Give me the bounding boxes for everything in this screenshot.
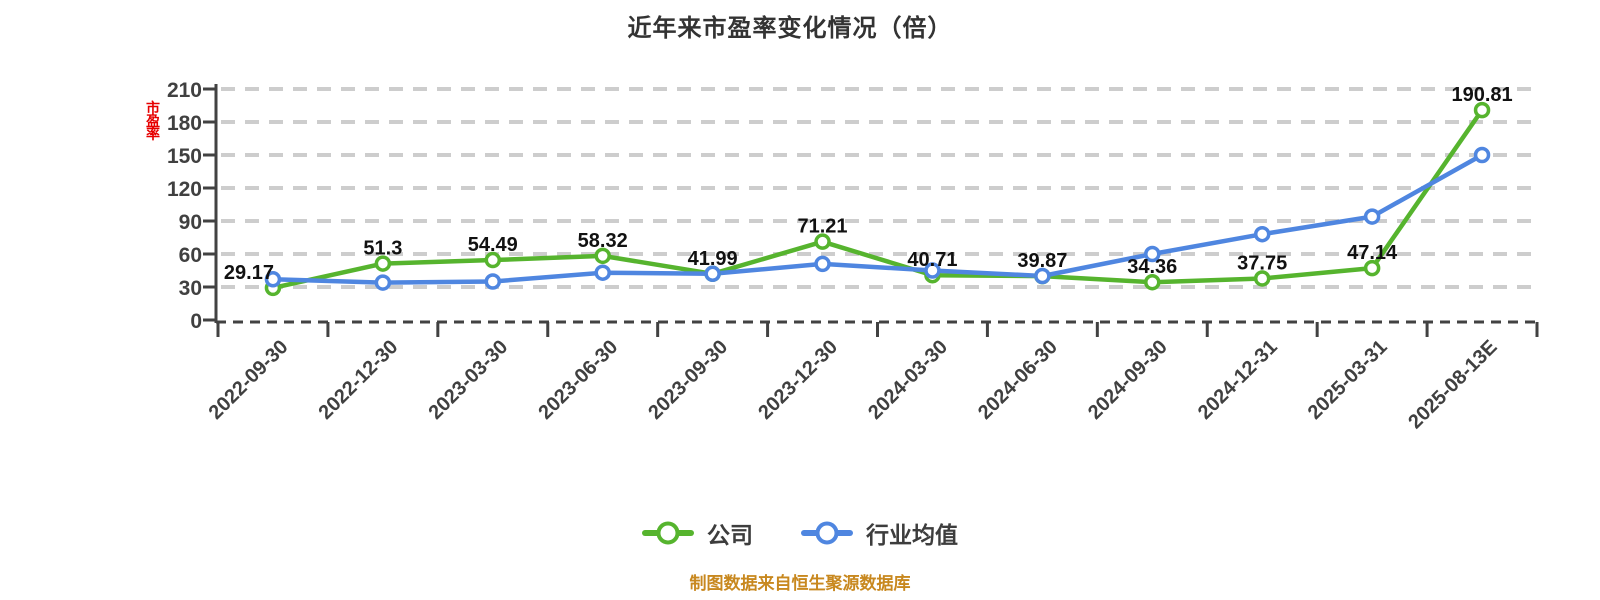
point-value-label: 51.3 — [363, 238, 402, 260]
data-point-marker — [1144, 245, 1161, 263]
y-tick-label: 150 — [167, 145, 202, 168]
data-point-marker — [1473, 146, 1491, 164]
y-tick-label: 90 — [179, 211, 202, 234]
point-value-label: 190.81 — [1451, 84, 1512, 106]
y-tick-label: 60 — [179, 244, 202, 267]
series-line-0 — [270, 107, 1485, 291]
point-value-label: 34.36 — [1127, 256, 1177, 278]
x-tick-label: 2025-08-13E — [1404, 336, 1501, 433]
legend-label-industry-average: 行业均值 — [866, 522, 958, 548]
series-lines — [270, 107, 1485, 291]
chart-title: 近年来市盈率变化情况（倍） — [627, 15, 953, 42]
y-tick-label: 0 — [190, 310, 202, 333]
x-tick-label: 2025-03-31 — [1304, 336, 1392, 424]
data-point-marker — [814, 233, 831, 250]
legend-label-company: 公司 — [707, 522, 753, 548]
point-value-label: 40.71 — [907, 249, 957, 271]
data-point-marker — [594, 247, 611, 265]
y-tick-label: 30 — [179, 277, 202, 300]
data-point-marker — [814, 255, 831, 273]
x-tick-label: 2023-06-30 — [534, 336, 622, 424]
point-value-label: 47.14 — [1347, 242, 1398, 264]
y-axis-name: 市盈率 — [146, 100, 160, 142]
point-value-label: 39.87 — [1017, 250, 1067, 272]
y-tick-label: 180 — [167, 112, 202, 135]
x-tick-label: 2022-12-30 — [315, 336, 403, 424]
point-value-label: 71.21 — [798, 216, 848, 238]
point-value-label: 37.75 — [1237, 252, 1287, 274]
point-value-label: 29.17 — [224, 262, 274, 284]
legend-item-company[interactable]: 公司 — [642, 516, 753, 550]
point-value-label: 54.49 — [468, 234, 518, 256]
y-tick-label: 120 — [167, 178, 202, 201]
x-tick-label: 2023-12-30 — [754, 336, 842, 424]
data-point-marker — [704, 265, 721, 283]
point-value-label: 41.99 — [688, 248, 738, 270]
data-point-marker — [1144, 273, 1161, 291]
legend-item-industry-average[interactable]: 行业均值 — [801, 516, 958, 550]
data-point-marker — [374, 255, 392, 272]
x-tick-label: 2022-09-30 — [205, 336, 293, 424]
x-tick-label: 2024-06-30 — [974, 336, 1062, 424]
data-point-marker — [264, 271, 282, 288]
chart-legend: 公司 行业均值 — [0, 516, 1600, 550]
x-tick-label: 2024-09-30 — [1084, 336, 1172, 424]
x-tick-label: 2024-12-31 — [1194, 336, 1282, 424]
company-line-marker-icon — [642, 521, 694, 545]
series-markers — [264, 101, 1491, 297]
point-labels: 29.17 51.3 54.49 58.32 41.99 71.21 40.71 39.87 3… — [224, 84, 1513, 284]
data-point-marker — [594, 264, 611, 281]
data-point-marker — [484, 251, 502, 269]
x-tick-label: 2023-03-30 — [424, 336, 512, 424]
data-point-marker — [1253, 225, 1271, 243]
series-line-1 — [270, 152, 1485, 285]
industry-line-marker-icon — [801, 521, 853, 545]
data-source-note: 制图数据来自恒生聚源数据库 — [689, 574, 911, 593]
x-tick-label: 2023-09-30 — [644, 336, 732, 424]
data-point-marker — [374, 274, 392, 291]
gridlines — [221, 87, 1537, 289]
y-tick-label: 210 — [167, 79, 202, 102]
data-point-marker — [484, 273, 502, 290]
data-point-marker — [1363, 259, 1381, 277]
point-value-label: 58.32 — [578, 230, 628, 252]
data-point-marker — [924, 262, 941, 279]
data-point-marker — [1363, 208, 1381, 225]
data-point-marker — [1253, 270, 1271, 287]
x-tick-label: 2024-03-30 — [864, 336, 952, 424]
data-point-marker — [1034, 267, 1051, 285]
data-point-marker — [1473, 101, 1491, 119]
